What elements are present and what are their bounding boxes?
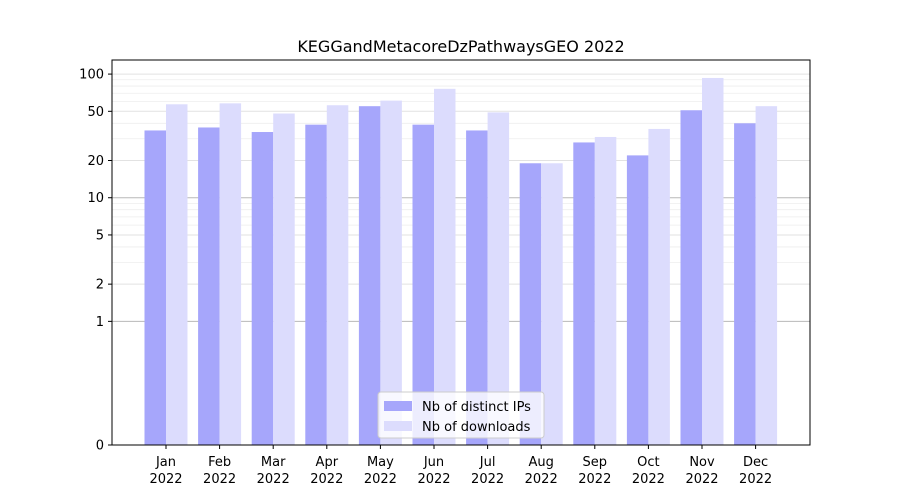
x-tick-label-year: 2022 — [310, 472, 343, 487]
x-tick-label-month: Nov — [689, 455, 715, 470]
bar-distinct-ips-sep — [573, 142, 595, 445]
bar-distinct-ips-mar — [251, 132, 274, 446]
bar-downloads-sep — [594, 136, 617, 445]
bar-downloads-mar — [273, 113, 295, 446]
y-tick-label: 5 — [96, 228, 104, 243]
x-tick-label-month: Oct — [637, 455, 659, 470]
bar-distinct-ips-feb — [198, 127, 220, 446]
bar-distinct-ips-jun — [412, 124, 434, 445]
x-tick-label-month: Feb — [208, 455, 231, 470]
x-tick-label-month: May — [367, 455, 394, 470]
legend-label-downloads: Nb of downloads — [422, 420, 531, 435]
chart-title: KEGGandMetacoreDzPathwaysGEO 2022 — [297, 37, 624, 56]
y-tick-label: 0 — [96, 439, 104, 454]
x-tick-label-year: 2022 — [578, 472, 611, 487]
bar-downloads-jan — [166, 104, 188, 445]
x-tick-label-year: 2022 — [471, 472, 504, 487]
x-tick-label-month: Mar — [261, 455, 286, 470]
bar-downloads-jun — [434, 88, 456, 445]
legend-label-distinct-ips: Nb of distinct IPs — [422, 400, 531, 415]
x-tick-label-month: Dec — [743, 455, 768, 470]
axis-layer: Jan2022Feb2022Mar2022Apr2022May2022Jun20… — [79, 68, 772, 487]
legend: Nb of distinct IPs Nb of downloads — [377, 391, 545, 439]
bar-distinct-ips-jan — [144, 130, 166, 445]
x-tick-label-month: Jun — [423, 455, 444, 470]
y-tick-label: 1 — [96, 315, 104, 330]
x-tick-label-month: Sep — [583, 455, 608, 470]
x-tick-label-year: 2022 — [149, 472, 182, 487]
y-tick-label: 20 — [87, 154, 104, 169]
x-tick-label-month: Aug — [529, 455, 554, 470]
bar-downloads-dec — [755, 106, 778, 445]
bar-distinct-ips-may — [358, 106, 381, 445]
bar-downloads-feb — [219, 103, 242, 445]
bar-downloads-oct — [648, 128, 670, 445]
plot-frame — [111, 59, 811, 446]
bar-distinct-ips-oct — [626, 155, 649, 445]
y-tick-label: 2 — [96, 278, 104, 293]
bar-distinct-ips-aug — [519, 163, 542, 445]
x-tick-label-month: Apr — [316, 455, 339, 470]
legend-swatch-distinct-ips — [384, 401, 412, 411]
x-tick-label-year: 2022 — [739, 472, 772, 487]
x-tick-label-year: 2022 — [257, 472, 290, 487]
bar-distinct-ips-jul — [466, 130, 488, 445]
legend-swatch-downloads — [384, 421, 412, 431]
x-tick-label-month: Jan — [155, 455, 176, 470]
y-tick-label: 10 — [87, 191, 104, 206]
bar-downloads-aug — [541, 163, 563, 445]
x-tick-label-year: 2022 — [417, 472, 450, 487]
x-tick-label-year: 2022 — [685, 472, 718, 487]
bar-distinct-ips-dec — [734, 123, 756, 445]
x-tick-label-year: 2022 — [203, 472, 236, 487]
x-tick-label-year: 2022 — [632, 472, 665, 487]
legend-box — [377, 391, 545, 439]
bar-distinct-ips-nov — [680, 110, 702, 445]
bar-downloads-nov — [702, 77, 724, 446]
bar-distinct-ips-apr — [305, 124, 327, 445]
y-tick-label: 100 — [79, 68, 104, 83]
x-tick-label-year: 2022 — [364, 472, 397, 487]
y-tick-label: 50 — [87, 105, 104, 120]
x-tick-label-year: 2022 — [525, 472, 558, 487]
x-tick-label-month: Jul — [479, 455, 496, 470]
bar-downloads-jul — [487, 112, 510, 446]
bar-downloads-apr — [326, 105, 349, 445]
bar-downloads-may — [380, 100, 402, 445]
bars-layer — [144, 77, 778, 446]
